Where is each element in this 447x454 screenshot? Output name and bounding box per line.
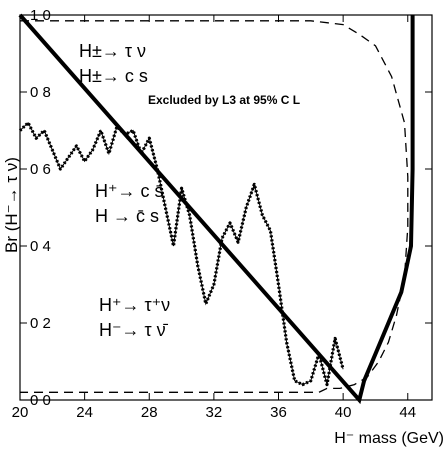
y-tick-label: 0 6 — [30, 161, 51, 178]
axis-ticks: 20 24 28 32 36 40 44 0 0 0 2 0 4 0 6 0 8 1 0 — [12, 7, 432, 421]
annotation-tau-nubar-minus: H⁻→ τ ν̄ — [99, 320, 169, 340]
expected-limit-line — [20, 20, 409, 393]
y-tick-label: 0 4 — [30, 238, 51, 255]
exclusion-boundary-line — [18, 13, 415, 405]
y-tick-label: 0 8 — [30, 84, 51, 101]
x-tick-label: 24 — [76, 404, 93, 421]
x-tick-label: 40 — [335, 404, 352, 421]
scan-band-line — [18, 121, 345, 387]
annotation-cbar-s: H → c̄ s — [95, 206, 159, 226]
x-tick-label: 20 — [12, 404, 29, 421]
scan-band-core — [19, 121, 344, 386]
y-tick-label: 1 0 — [30, 7, 51, 24]
x-tick-label: 44 — [399, 404, 416, 421]
x-tick-label: 28 — [141, 404, 158, 421]
y-axis-label: Br (H⁻→ τ ν) — [2, 157, 21, 253]
annotation-tau-nu-plus: H⁺→ τ⁺ν — [99, 295, 170, 315]
y-tick-label: 0 0 — [30, 392, 51, 409]
y-tick-label: 0 2 — [30, 315, 51, 332]
annotation-excluded: Excluded by L3 at 95% C L — [148, 93, 300, 107]
plot-frame — [19, 14, 433, 401]
x-tick-label: 32 — [206, 404, 223, 421]
x-axis-label: H⁻ mass (GeV) — [334, 430, 444, 447]
annotation-csbar: H⁺→ c s̄ — [95, 181, 164, 201]
series-group — [18, 13, 415, 405]
annotation-cs-pm: H±→ c s — [79, 66, 148, 86]
annotation-tau-nu-pm: H±→ τ ν — [79, 41, 146, 61]
x-tick-label: 36 — [270, 404, 287, 421]
